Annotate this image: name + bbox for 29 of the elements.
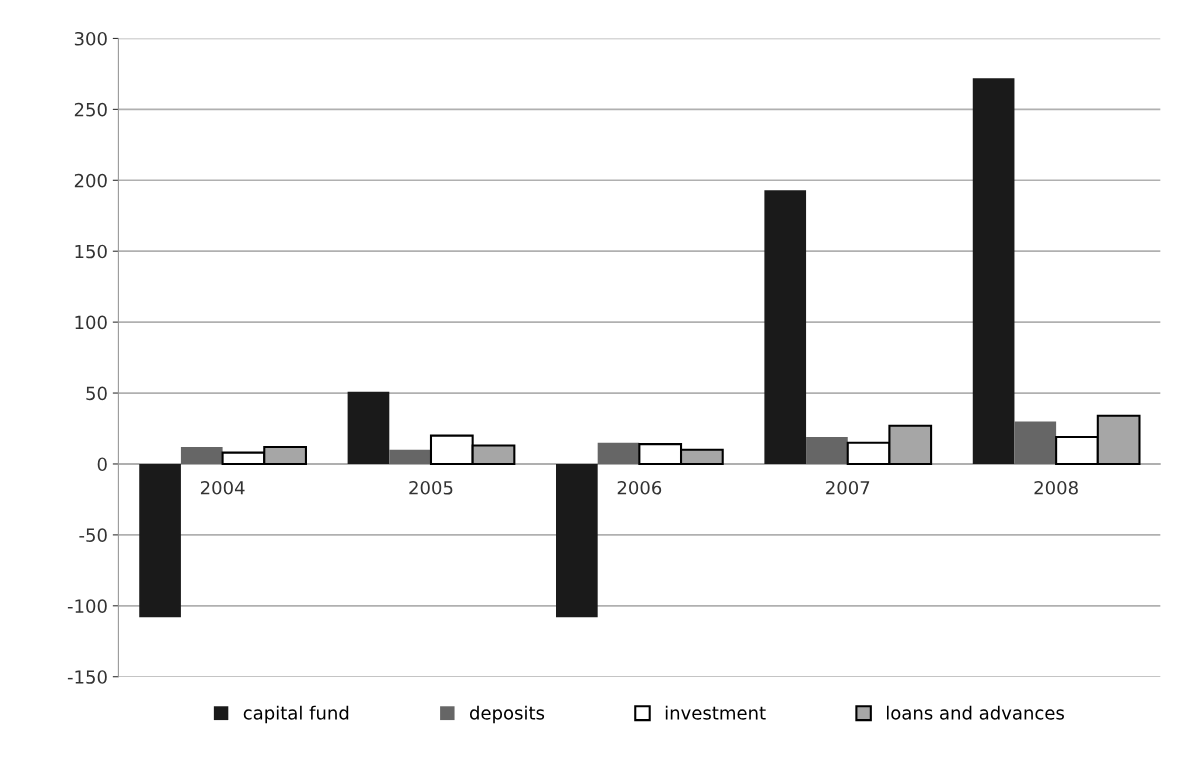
x-tick-label: 2007 [826,480,870,495]
y-tick-label: -50 [79,528,107,542]
bar [1014,421,1057,464]
bar [347,391,390,464]
legend-label: investment [665,705,766,720]
bar [806,437,848,464]
y-tick-label: 250 [74,102,107,117]
bar [180,446,223,464]
y-tick-label: 100 [75,315,107,330]
y-tick-label: -100 [67,599,107,613]
y-tick-label: -150 [67,670,107,684]
bar [597,442,640,464]
y-tick-label: 150 [75,244,107,259]
bar [556,463,598,618]
x-tick-label: 2006 [617,480,662,495]
bar [139,463,181,618]
y-tick-label: 200 [74,173,107,188]
bar [972,78,1015,464]
legend-label: deposits [469,705,545,724]
x-tick-label: 2004 [200,480,245,495]
bar [389,449,431,464]
bar [764,190,807,464]
y-tick-label: 300 [74,31,107,46]
x-tick-label: 2008 [1034,480,1078,495]
x-tick-label: 2005 [409,480,453,495]
legend-label: loans and advances [886,705,1064,720]
y-tick-label: 50 [86,386,107,401]
y-tick-label: 0 [97,457,107,472]
legend-label: capital fund [243,705,349,724]
